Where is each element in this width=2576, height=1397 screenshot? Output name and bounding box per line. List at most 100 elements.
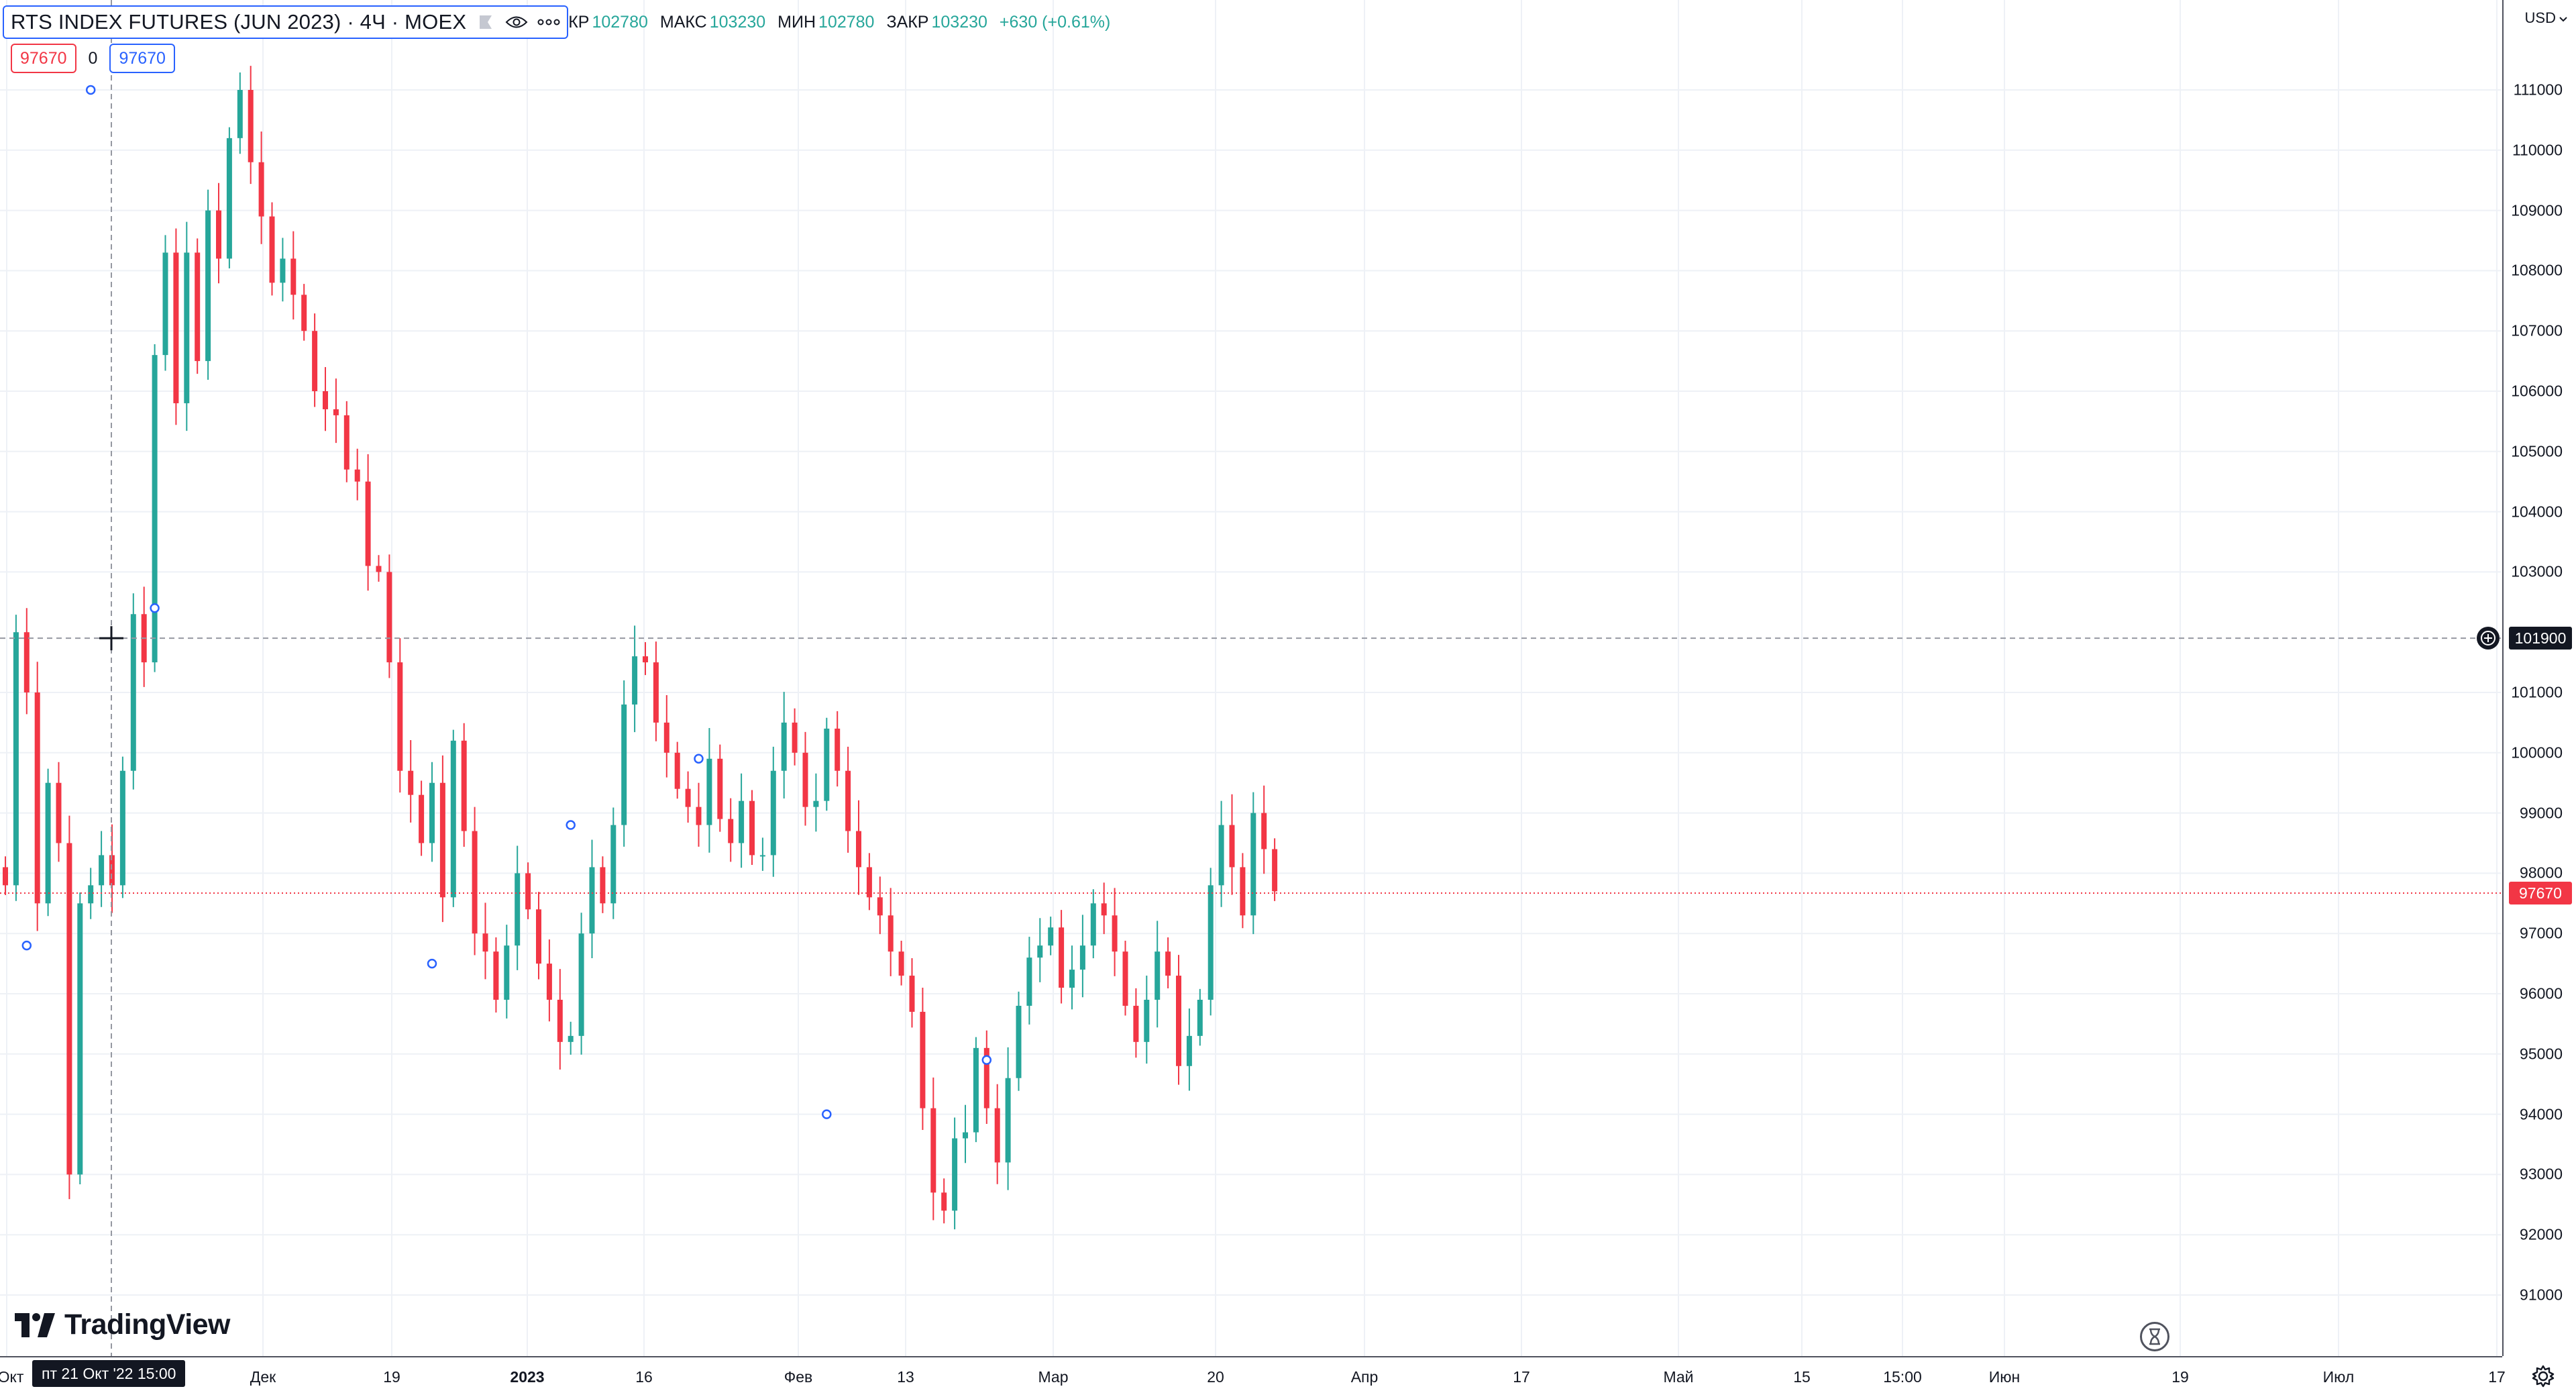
event-marker[interactable] [21, 940, 32, 951]
time-tick-label: Июл [2322, 1368, 2355, 1386]
candle [653, 641, 659, 741]
candle [386, 554, 392, 678]
candle [88, 868, 94, 919]
event-marker[interactable] [566, 820, 576, 830]
candle [1059, 910, 1065, 1004]
chart-settings-gear-icon[interactable] [2528, 1361, 2559, 1392]
candle [482, 902, 488, 980]
time-tick-label: Окт [0, 1368, 24, 1386]
candle [205, 189, 211, 380]
tradingview-logo[interactable]: TradingView [15, 1308, 231, 1341]
candle [216, 183, 221, 284]
price-tick-label: 101000 [2511, 683, 2563, 701]
candle [312, 313, 318, 407]
candle [119, 756, 125, 898]
candle [1101, 882, 1107, 935]
candle [1261, 785, 1267, 874]
time-tick-label: Дек [250, 1368, 276, 1386]
candlestick-chart[interactable] [0, 0, 2501, 1356]
add-alert-plus-icon[interactable] [2477, 627, 2500, 650]
price-tick-label: 100000 [2511, 743, 2563, 762]
change-value: +630 (+0.61%) [999, 12, 1111, 32]
candle [1144, 976, 1150, 1064]
candle [1250, 792, 1256, 935]
candle [525, 862, 531, 919]
candle [600, 856, 606, 913]
chevron-down-icon [2559, 9, 2568, 27]
crosshair-price-label: 101900 [2509, 627, 2572, 650]
time-scale[interactable]: Окт Дек 19 2023 16 Фев 13 Мар 20 Апр 17 Май 15 15:00 И… [0, 1356, 2506, 1397]
price-tick-label: 108000 [2511, 261, 2563, 279]
candle [1048, 917, 1054, 955]
candle [898, 940, 904, 986]
event-marker[interactable] [150, 603, 160, 613]
price-tick-label: 99000 [2520, 804, 2563, 822]
candle [1186, 1008, 1192, 1091]
sell-button[interactable]: 97670 [11, 44, 76, 73]
price-tick-label: 106000 [2511, 382, 2563, 400]
symbol-info-box[interactable]: RTS INDEX FUTURES (JUN 2023) · 4Ч · MOEX [3, 5, 569, 39]
price-tick-label: 96000 [2520, 984, 2563, 1002]
candle [130, 593, 136, 790]
event-marker[interactable] [694, 754, 704, 764]
price-scale[interactable]: USD 111000 110000 109000 108000 107000 106000… [2502, 0, 2576, 1356]
candle [397, 638, 403, 793]
candle [290, 231, 297, 320]
candle [45, 768, 51, 917]
candle [877, 876, 883, 935]
time-tick-label: Май [1663, 1368, 1694, 1386]
eye-icon[interactable] [505, 15, 528, 30]
buy-button[interactable]: 97670 [109, 44, 175, 73]
time-tick-label: 2023 [510, 1368, 545, 1386]
candle [461, 723, 467, 847]
candle [1026, 937, 1032, 1025]
candle [515, 845, 521, 970]
candle [792, 708, 798, 766]
candle [99, 831, 105, 907]
chart-area[interactable]: RTS INDEX FUTURES (JUN 2023) · 4Ч · MOEX… [0, 0, 2501, 1356]
candle [23, 608, 30, 715]
candle [1079, 915, 1085, 998]
candle [504, 925, 510, 1019]
candle [813, 773, 819, 832]
event-marker[interactable] [822, 1109, 832, 1119]
time-tick-label: 17 [2488, 1368, 2506, 1386]
candle [258, 131, 264, 244]
time-tick-label: 19 [383, 1368, 400, 1386]
candle [578, 913, 584, 1055]
candle [685, 771, 691, 823]
candle [557, 969, 563, 1070]
candle [663, 695, 669, 778]
candle [173, 228, 179, 425]
candle [952, 1117, 958, 1230]
event-marker[interactable] [981, 1055, 992, 1066]
currency-selector[interactable]: USD [2525, 9, 2568, 27]
candle [184, 221, 190, 431]
event-marker[interactable] [85, 85, 96, 95]
candle [472, 807, 478, 955]
price-tick-label: 92000 [2520, 1225, 2563, 1243]
candle [632, 625, 638, 733]
candle [759, 837, 765, 871]
candle [909, 958, 915, 1028]
time-tick-label: Мар [1038, 1368, 1069, 1386]
candle [963, 1104, 968, 1163]
symbol-title[interactable]: RTS INDEX FUTURES (JUN 2023) · 4Ч · MOEX [11, 10, 467, 34]
flag-icon[interactable] [476, 13, 496, 31]
candle [66, 815, 72, 1200]
candle [696, 782, 702, 847]
event-marker[interactable] [427, 958, 437, 969]
candle [365, 454, 371, 591]
crosshair-time-label: пт 21 Окт '22 15:00 [32, 1360, 186, 1387]
candle [1240, 853, 1246, 929]
candle [781, 692, 787, 798]
candle [920, 988, 926, 1130]
replay-hourglass-icon[interactable] [2140, 1322, 2169, 1351]
more-dots-icon[interactable] [537, 18, 560, 26]
time-tick-label: 17 [1513, 1368, 1530, 1386]
candle [930, 1077, 936, 1221]
candle [1218, 800, 1224, 907]
candle [439, 755, 445, 923]
candle [269, 202, 275, 296]
candle [141, 586, 147, 687]
